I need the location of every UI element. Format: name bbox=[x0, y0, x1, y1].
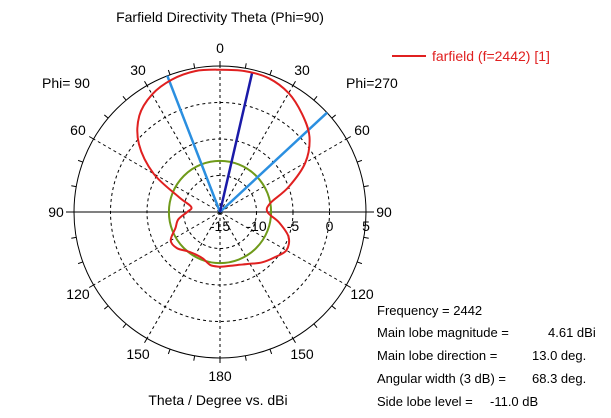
angle-tick bbox=[292, 80, 296, 86]
theta-tick-label: 150 bbox=[126, 346, 150, 362]
angular-width-label: Angular width (3 dB) = bbox=[377, 371, 506, 386]
angle-tick bbox=[346, 136, 352, 140]
angle-tick bbox=[363, 185, 369, 188]
series-curve bbox=[136, 68, 311, 268]
theta-tick-label: 90 bbox=[376, 204, 392, 220]
legend-label: farfield (f=2442) [1] bbox=[432, 48, 550, 64]
angle-tick bbox=[357, 261, 363, 265]
angle-tick bbox=[144, 80, 148, 86]
frequency-readout: Frequency = 2442 bbox=[377, 303, 483, 318]
angle-tick bbox=[71, 185, 77, 188]
angle-tick bbox=[313, 323, 318, 328]
main-lobe-direction-label: Main lobe direction = bbox=[377, 348, 498, 363]
angle-tick bbox=[88, 136, 94, 140]
angle-tick bbox=[363, 236, 369, 239]
theta-tick-label: 120 bbox=[350, 286, 374, 302]
left-plane-label: Phi= 90 bbox=[42, 75, 90, 91]
grid-spoke bbox=[219, 211, 347, 286]
angle-tick bbox=[122, 323, 127, 328]
angle-tick bbox=[292, 338, 296, 344]
angle-tick bbox=[88, 284, 94, 288]
theta-tick-label: 30 bbox=[294, 62, 310, 78]
angle-tick bbox=[71, 236, 77, 239]
chart-title: Farfield Directivity Theta (Phi=90) bbox=[116, 9, 324, 25]
angle-tick bbox=[77, 159, 83, 163]
theta-tick-label: 120 bbox=[66, 286, 90, 302]
beamwidth-edge-line bbox=[166, 75, 222, 213]
theta-tick-label: 0 bbox=[216, 40, 224, 56]
theta-tick-label: 150 bbox=[290, 346, 314, 362]
radial-tick-label: -10 bbox=[246, 218, 266, 234]
angle-tick bbox=[167, 349, 171, 355]
theta-tick-label: 60 bbox=[354, 122, 370, 138]
radial-tick-label: 0 bbox=[326, 218, 334, 234]
angle-tick bbox=[331, 114, 336, 119]
main-lobe-magnitude-value: 4.61 dBi bbox=[548, 325, 596, 340]
angle-tick bbox=[269, 349, 273, 355]
angle-tick bbox=[104, 305, 109, 310]
grid-spoke bbox=[93, 138, 221, 213]
legend: farfield (f=2442) [1] bbox=[392, 48, 550, 64]
grid-spoke bbox=[219, 138, 347, 213]
grid-spoke bbox=[146, 85, 221, 213]
angle-tick bbox=[313, 96, 318, 101]
main-lobe-magnitude-label: Main lobe magnitude = bbox=[377, 325, 509, 340]
angle-tick bbox=[193, 355, 196, 361]
main-lobe-line bbox=[218, 72, 254, 213]
grid-spoke bbox=[93, 211, 221, 286]
angle-tick bbox=[357, 159, 363, 163]
angle-tick bbox=[331, 305, 336, 310]
angle-tick bbox=[104, 114, 109, 119]
radial-tick-label: 5 bbox=[362, 218, 370, 234]
theta-tick-label: 60 bbox=[70, 122, 86, 138]
right-plane-label: Phi=270 bbox=[346, 75, 398, 91]
series-layer bbox=[136, 68, 311, 268]
angle-tick bbox=[346, 284, 352, 288]
side-lobe-label: Side lobe level = bbox=[377, 394, 473, 409]
angle-tick bbox=[193, 63, 196, 69]
theta-tick-label: 180 bbox=[208, 368, 232, 384]
radial-tick-labels: -15 -10 -5 0 5 bbox=[210, 218, 370, 234]
side-lobe-value: -11.0 dB bbox=[490, 394, 539, 409]
radial-tick-label: -5 bbox=[287, 218, 300, 234]
grid-spoke bbox=[219, 85, 294, 213]
angle-tick bbox=[269, 69, 273, 75]
angle-tick bbox=[244, 355, 247, 361]
theta-tick-labels: 0 30 60 90 120 150 180 150 120 90 60 30 bbox=[48, 40, 392, 384]
x-axis-label: Theta / Degree vs. dBi bbox=[148, 392, 287, 408]
overlay-lines bbox=[166, 72, 328, 265]
radial-tick-label: -15 bbox=[210, 218, 230, 234]
angle-tick bbox=[167, 69, 171, 75]
grid-spoke bbox=[219, 211, 294, 339]
angular-width-value: 68.3 deg. bbox=[532, 371, 587, 386]
main-lobe-direction-value: 13.0 deg. bbox=[532, 348, 587, 363]
theta-tick-label: 30 bbox=[130, 62, 146, 78]
angle-tick bbox=[77, 261, 83, 265]
reference-circle bbox=[167, 159, 273, 265]
beamwidth-edge-line bbox=[219, 111, 328, 213]
angle-tick bbox=[144, 338, 148, 344]
grid-spoke bbox=[146, 211, 221, 339]
angle-tick bbox=[122, 96, 127, 101]
angle-tick bbox=[244, 63, 247, 69]
polar-grid bbox=[66, 61, 374, 363]
theta-tick-label: 90 bbox=[48, 204, 64, 220]
